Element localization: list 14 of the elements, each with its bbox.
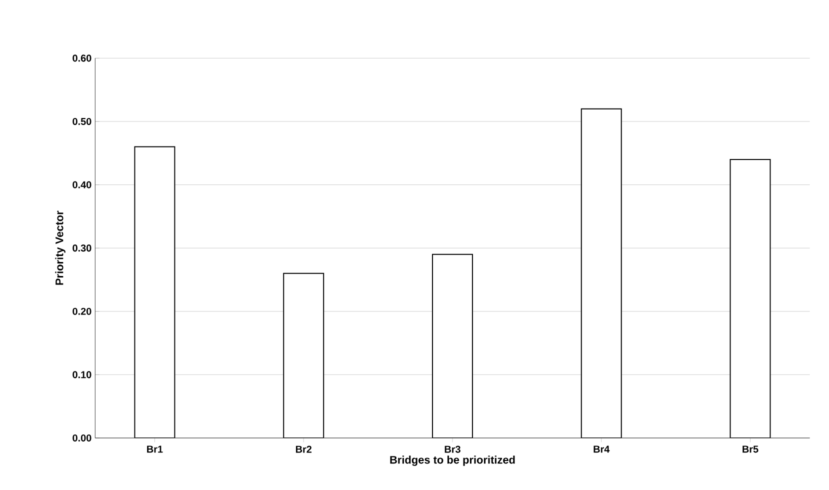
y-tick-label: 0.00: [72, 434, 92, 442]
x-axis-title: Bridges to be prioritized: [390, 456, 515, 466]
y-tick-label: 0.10: [72, 371, 92, 378]
x-tick-label: Br2: [296, 446, 312, 453]
y-axis-title: Priority Vector: [55, 210, 66, 285]
x-tick-label: Br5: [742, 446, 758, 453]
x-tick-label: Br1: [147, 446, 163, 453]
y-tick-label: 0.60: [72, 54, 92, 62]
x-tick-label: Br3: [444, 446, 460, 453]
x-tick-label: Br4: [594, 446, 610, 453]
y-tick-label: 0.20: [72, 308, 92, 315]
y-tick-label: 0.40: [72, 181, 92, 188]
y-tick-label: 0.50: [72, 118, 92, 125]
y-tick-label: 0.30: [72, 244, 92, 252]
